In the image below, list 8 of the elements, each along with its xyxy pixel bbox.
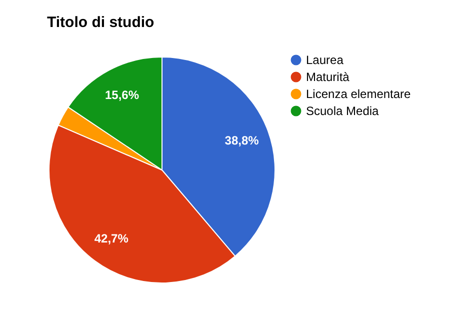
data-label: 15,6% <box>104 88 140 102</box>
chart-title: Titolo di studio <box>47 14 154 31</box>
legend-label: Maturità <box>306 70 350 84</box>
data-label: 38,8% <box>224 134 260 148</box>
data-label: 42,7% <box>94 231 129 246</box>
legend-label: Licenza elementare <box>306 87 412 101</box>
legend-label: Scuola Media <box>306 104 380 118</box>
legend-label: Laurea <box>306 53 344 67</box>
